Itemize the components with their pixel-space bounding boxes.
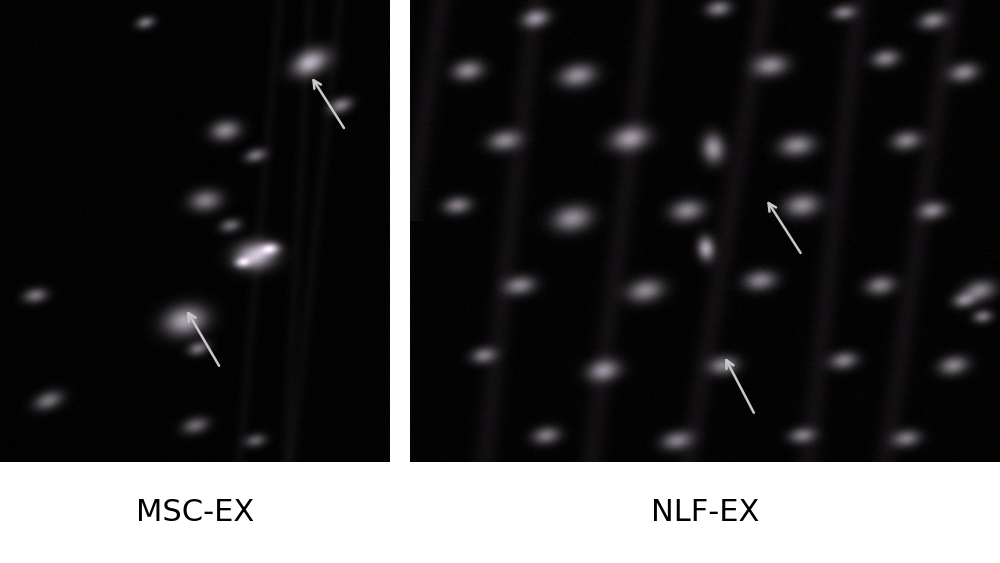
Text: NLF-EX: NLF-EX bbox=[651, 498, 759, 527]
Text: MSC-EX: MSC-EX bbox=[136, 498, 254, 527]
